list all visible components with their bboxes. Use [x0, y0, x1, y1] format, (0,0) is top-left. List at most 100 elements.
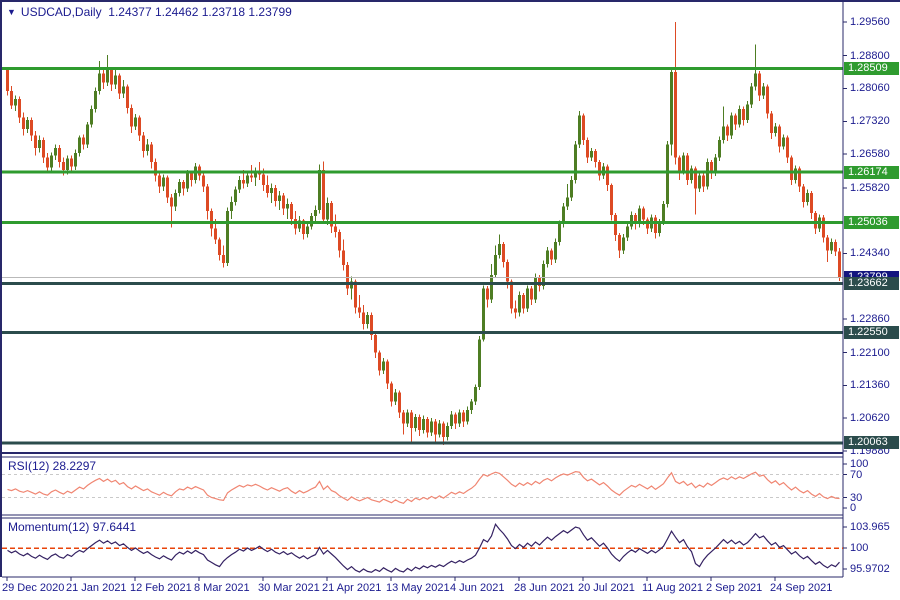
- candle-body: [746, 104, 749, 120]
- candle-body: [122, 86, 125, 94]
- candle-body: [62, 162, 65, 171]
- candle-body: [758, 73, 761, 96]
- candle-body: [298, 220, 301, 229]
- candle-body: [410, 412, 413, 428]
- candle-body: [154, 162, 157, 176]
- candle-body: [506, 261, 509, 282]
- candle-body: [330, 202, 333, 227]
- candle-body: [666, 144, 669, 205]
- candle-body: [22, 117, 25, 129]
- candle-body: [34, 135, 37, 148]
- candle-body: [654, 217, 657, 233]
- candle-body: [226, 210, 229, 264]
- candle-body: [98, 73, 101, 92]
- candle-body: [530, 288, 533, 300]
- candle-body: [134, 117, 137, 127]
- candle-body: [446, 425, 449, 437]
- candle-body: [762, 86, 765, 96]
- candle-body: [822, 217, 825, 238]
- candle-body: [362, 312, 365, 324]
- candle-body: [286, 204, 289, 209]
- candle-body: [498, 244, 501, 256]
- candle-body: [370, 314, 373, 335]
- candle-body: [118, 75, 121, 94]
- candle-body: [522, 295, 525, 309]
- candle-body: [742, 108, 745, 120]
- candle-body: [290, 204, 293, 219]
- candle-body: [382, 361, 385, 371]
- candle-body: [190, 173, 193, 180]
- candle-body: [266, 185, 269, 194]
- candle-body: [450, 414, 453, 426]
- candle-body: [366, 314, 369, 324]
- candle-body: [354, 281, 357, 308]
- candle-body: [274, 187, 277, 202]
- date-axis[interactable]: [2, 578, 843, 598]
- candle-body: [798, 168, 801, 187]
- candle-body: [594, 150, 597, 163]
- candle-body: [566, 197, 569, 207]
- candle-body: [18, 99, 21, 118]
- candle-body: [698, 175, 701, 189]
- candle-body: [166, 177, 169, 198]
- candle-body: [686, 155, 689, 180]
- candle-body: [586, 139, 589, 158]
- candle-body: [170, 197, 173, 207]
- candle-body: [582, 115, 585, 140]
- candle-body: [610, 185, 613, 216]
- candle-body: [486, 288, 489, 300]
- candle-body: [130, 107, 133, 127]
- candle-body: [574, 144, 577, 180]
- candle-body: [494, 255, 497, 276]
- candle-body: [814, 213, 817, 229]
- rsi-panel-area[interactable]: [2, 457, 843, 515]
- candle-body: [706, 162, 709, 187]
- candle-body: [238, 179, 241, 190]
- candle-body: [114, 75, 117, 85]
- candle-body: [418, 416, 421, 431]
- candle-body: [738, 108, 741, 125]
- candle-body: [474, 387, 477, 402]
- candle-body: [234, 189, 237, 202]
- candle-body: [70, 158, 73, 167]
- candle-body: [830, 241, 833, 251]
- candle-body: [78, 137, 81, 154]
- candle-body: [250, 175, 253, 178]
- candle-body: [454, 414, 457, 424]
- candle-body: [54, 147, 57, 156]
- main-chart-area[interactable]: [2, 2, 843, 453]
- momentum-panel-area[interactable]: [2, 518, 843, 577]
- candle-body: [722, 126, 725, 140]
- candle-body: [58, 147, 61, 163]
- candle-body: [518, 295, 521, 313]
- candle-body: [158, 175, 161, 187]
- candle-body: [106, 69, 109, 83]
- candle-body: [790, 157, 793, 180]
- candle-body: [414, 416, 417, 428]
- candle-body: [462, 412, 465, 422]
- candle-body: [838, 251, 841, 278]
- candle-body: [750, 86, 753, 105]
- candle-body: [10, 91, 13, 106]
- candle-body: [646, 219, 649, 229]
- candle-body: [674, 72, 677, 158]
- candle-body: [402, 412, 405, 424]
- candle-body: [538, 277, 541, 287]
- candle-body: [394, 392, 397, 402]
- candle-body: [142, 135, 145, 151]
- candle-body: [502, 244, 505, 262]
- candle-body: [138, 117, 141, 136]
- candle-body: [186, 173, 189, 189]
- price-axis[interactable]: [843, 2, 900, 577]
- candle-body: [278, 195, 281, 202]
- candle-body: [262, 174, 265, 186]
- candle-body: [50, 155, 53, 168]
- candle-body: [214, 228, 217, 240]
- candle-body: [178, 181, 181, 194]
- candle-body: [66, 158, 69, 171]
- candle-body: [774, 126, 777, 134]
- candle-body: [794, 168, 797, 180]
- candle-body: [554, 241, 557, 260]
- candle-body: [74, 153, 77, 167]
